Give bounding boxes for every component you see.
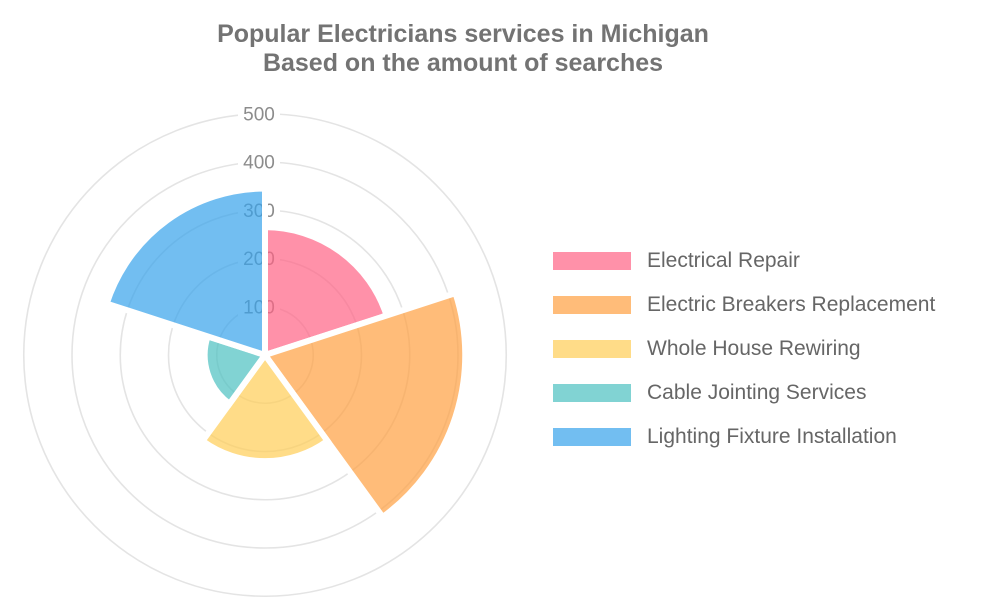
tick-backdrop xyxy=(238,103,280,125)
chart-title: Popular Electricians services in Michiga… xyxy=(0,20,926,78)
sector-lighting-fixture-installation[interactable] xyxy=(102,185,268,360)
legend-item-electric-breakers-replacement[interactable]: Electric Breakers Replacement xyxy=(553,293,936,316)
legend-item-whole-house-rewiring[interactable]: Whole House Rewiring xyxy=(553,337,935,360)
legend-item-lighting-fixture-installation[interactable]: Lighting Fixture Installation xyxy=(553,425,935,448)
legend-swatch-electrical-repair xyxy=(553,252,631,270)
legend-item-electrical-repair[interactable]: Electrical Repair xyxy=(553,249,935,272)
legend-swatch-cable-jointing-services xyxy=(553,384,631,402)
radial-tick-label-400: 400 xyxy=(243,153,275,174)
legend-label: Electrical Repair xyxy=(647,249,800,272)
radial-tick-label-500: 500 xyxy=(243,104,275,125)
legend-label: Lighting Fixture Installation xyxy=(647,425,897,448)
legend-swatch-electric-breakers-replacement xyxy=(553,296,631,314)
sector-whole-house-rewiring[interactable] xyxy=(198,349,332,465)
legend-swatch-whole-house-rewiring xyxy=(553,340,631,358)
tick-backdrop xyxy=(238,151,280,173)
chart-legend: Electrical Repair Electric Breakers Repla… xyxy=(553,249,936,448)
sector-electric-breakers-replacement[interactable] xyxy=(260,289,469,522)
legend-label: Whole House Rewiring xyxy=(647,337,861,360)
legend-swatch-lighting-fixture-installation xyxy=(553,428,631,446)
legend-label: Electric Breakers Replacement xyxy=(647,293,936,316)
chart-title-line1: Popular Electricians services in Michiga… xyxy=(217,20,709,48)
legend-item-cable-jointing-services[interactable]: Cable Jointing Services xyxy=(553,381,935,404)
chart-title-line2: Based on the amount of searches xyxy=(262,49,664,77)
legend-label: Cable Jointing Services xyxy=(647,381,867,404)
